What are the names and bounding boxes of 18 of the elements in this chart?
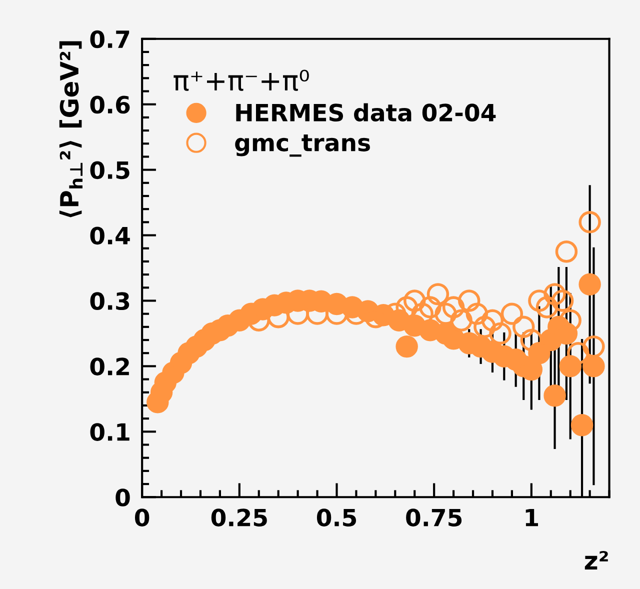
x-tick-label: 0.75	[406, 508, 462, 527]
y-tick-label: 0.7	[90, 30, 130, 48]
legend-label: HERMES data 02-04	[236, 103, 496, 122]
y-tick-label: 0.6	[90, 96, 130, 114]
legend-title: π⁺+π⁻+π⁰	[174, 70, 309, 91]
y-axis-title: ⟨P$_{h⊥}$²⟩ [GeV²]	[59, 41, 82, 218]
x-tick-label: 0.25	[211, 508, 267, 527]
x-tick-label: 0	[134, 508, 150, 527]
y-tick-label: 0.2	[90, 358, 129, 376]
y-tick-label: 0.3	[90, 292, 130, 310]
legend-label: gmc_trans	[235, 134, 370, 157]
x-tick-label: 1	[526, 508, 538, 526]
y-tick-label: 0	[116, 488, 130, 506]
y-tick-label: 0.4	[90, 226, 130, 245]
x-tick-label: 0.5	[316, 508, 356, 527]
y-tick-label: 0.1	[90, 423, 130, 441]
y-tick-label: 0.5	[90, 161, 130, 180]
x-axis-title: z²	[584, 550, 608, 570]
